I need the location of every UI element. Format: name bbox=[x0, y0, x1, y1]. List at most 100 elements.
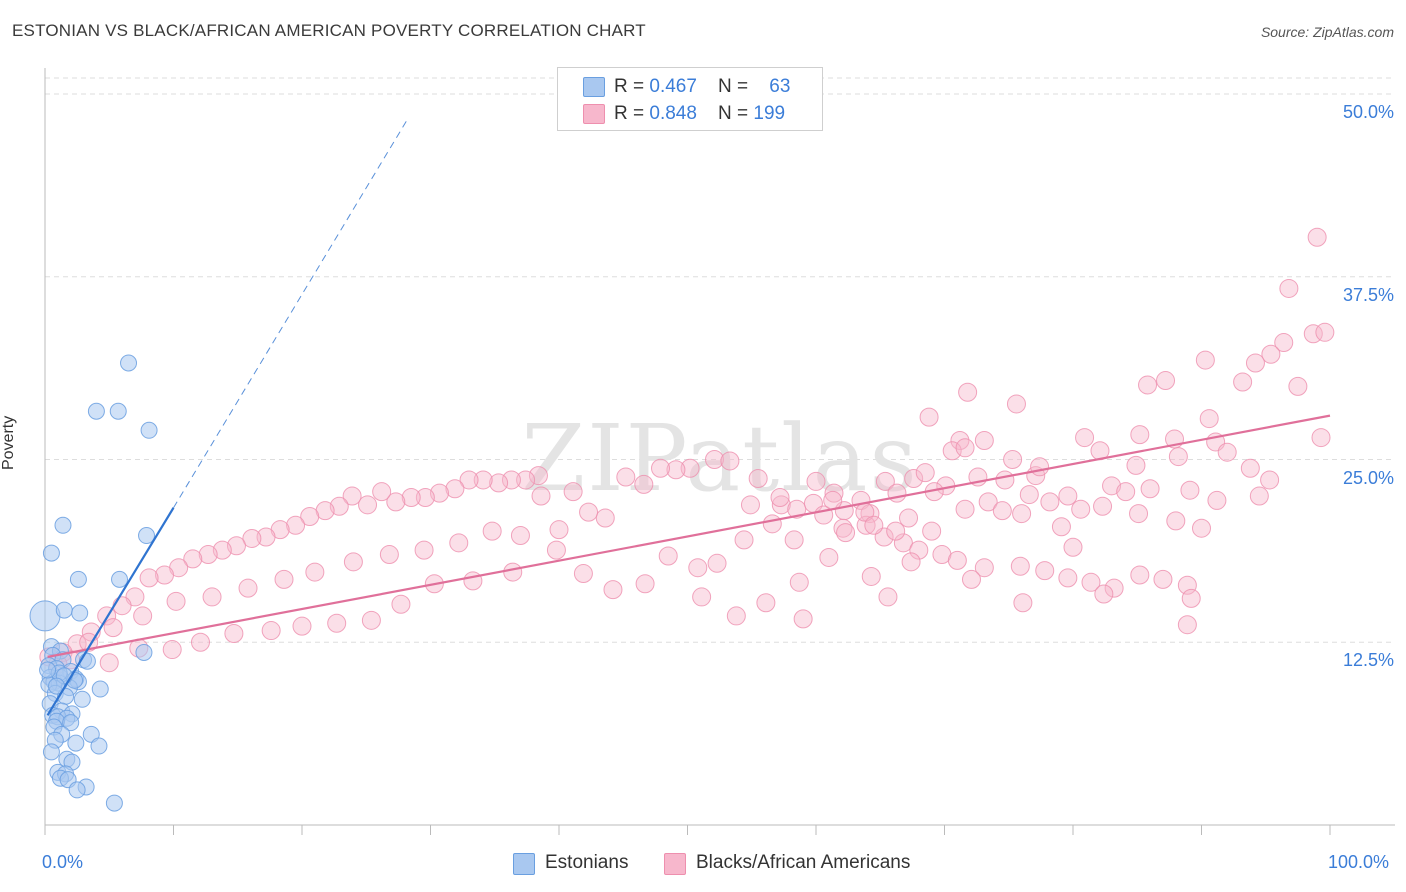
legend-r-label: R = bbox=[614, 103, 650, 124]
y-tick-label: 25.0% bbox=[1342, 467, 1394, 488]
data-point-black bbox=[651, 458, 671, 478]
data-point-black bbox=[666, 460, 686, 480]
series-estonians bbox=[29, 354, 158, 812]
data-point-black bbox=[386, 492, 406, 512]
data-point-black bbox=[919, 407, 939, 427]
legend-n-label: N = bbox=[718, 103, 754, 124]
blacks-swatch bbox=[583, 104, 605, 124]
data-point-black bbox=[473, 470, 493, 490]
data-point-black bbox=[1104, 578, 1124, 598]
data-point-black bbox=[327, 613, 347, 633]
data-point-estonian bbox=[67, 734, 85, 752]
data-point-estonian bbox=[42, 544, 60, 562]
data-point-black bbox=[680, 458, 700, 478]
data-point-black bbox=[947, 550, 967, 570]
data-point-black bbox=[415, 488, 435, 508]
data-point-black bbox=[531, 486, 551, 506]
data-point-black bbox=[300, 507, 320, 527]
data-point-black bbox=[603, 580, 623, 600]
data-point-black bbox=[1195, 350, 1215, 370]
data-point-black bbox=[887, 483, 907, 503]
trend-line-estonians bbox=[46, 507, 175, 716]
stats-legend: R = 0.467 N = 63 R = 0.848 N = 199 bbox=[557, 67, 823, 131]
data-point-black bbox=[238, 578, 258, 598]
data-point-black bbox=[875, 471, 895, 491]
data-point-black bbox=[503, 562, 523, 582]
data-point-black bbox=[748, 469, 768, 489]
data-point-black bbox=[978, 492, 998, 512]
data-point-black bbox=[1075, 428, 1095, 448]
data-point-black bbox=[183, 549, 203, 569]
data-point-black bbox=[635, 574, 655, 594]
data-point-black bbox=[836, 523, 856, 543]
data-point-black bbox=[226, 536, 246, 556]
source-credit: Source: ZipAtlas.com bbox=[1260, 24, 1394, 40]
data-point-black bbox=[573, 564, 593, 584]
data-point-black bbox=[823, 490, 843, 510]
data-point-black bbox=[740, 495, 760, 515]
data-point-black bbox=[549, 520, 569, 540]
data-point-black bbox=[861, 566, 881, 586]
data-point-black bbox=[1058, 568, 1078, 588]
data-point-black bbox=[1315, 322, 1335, 342]
data-point-estonian bbox=[109, 402, 127, 420]
data-point-black bbox=[1180, 480, 1200, 500]
y-tick-label: 37.5% bbox=[1342, 284, 1394, 305]
data-point-estonian bbox=[62, 714, 80, 732]
data-point-black bbox=[361, 610, 381, 630]
trend-extension-estonians bbox=[173, 117, 410, 509]
data-point-black bbox=[616, 467, 636, 487]
data-point-black bbox=[1240, 458, 1260, 478]
data-point-black bbox=[1140, 479, 1160, 499]
series-blacks-african-americans bbox=[39, 227, 1335, 674]
data-point-black bbox=[1126, 455, 1146, 475]
data-point-black bbox=[904, 469, 924, 489]
data-point-black bbox=[1207, 490, 1227, 510]
bottom-legend-label: Estonians bbox=[545, 852, 629, 873]
legend-n-label: N = bbox=[718, 76, 754, 97]
data-point-black bbox=[1166, 511, 1186, 531]
data-point-black bbox=[112, 596, 132, 616]
data-point-black bbox=[704, 450, 724, 469]
data-point-black bbox=[1071, 499, 1091, 519]
data-point-black bbox=[806, 471, 826, 491]
data-point-black bbox=[1019, 485, 1039, 505]
data-point-black bbox=[961, 569, 981, 589]
data-point-black bbox=[707, 553, 727, 573]
data-point-estonian bbox=[39, 661, 57, 679]
data-point-black bbox=[1094, 584, 1114, 604]
data-point-estonian bbox=[105, 794, 123, 812]
data-point-black bbox=[1274, 333, 1294, 353]
legend-r-value: 0.848 bbox=[649, 103, 697, 124]
data-point-black bbox=[546, 540, 566, 560]
data-point-black bbox=[1249, 486, 1269, 506]
data-point-black bbox=[958, 382, 978, 402]
data-point-black bbox=[734, 530, 754, 550]
data-point-black bbox=[516, 470, 536, 490]
estonians-swatch bbox=[583, 77, 605, 97]
data-point-black bbox=[329, 496, 349, 516]
data-point-black bbox=[1010, 556, 1030, 576]
data-point-black bbox=[292, 616, 312, 636]
data-point-black bbox=[445, 479, 465, 499]
data-point-black bbox=[886, 521, 906, 541]
y-axis-label: Poverty bbox=[0, 415, 17, 470]
data-point-black bbox=[563, 482, 583, 502]
data-point-black bbox=[793, 609, 813, 629]
data-point-black bbox=[1058, 486, 1078, 506]
data-point-black bbox=[658, 546, 678, 566]
data-point-black bbox=[692, 587, 712, 607]
data-point-black bbox=[955, 499, 975, 519]
data-point-black bbox=[501, 470, 521, 490]
data-point-black bbox=[762, 514, 782, 534]
data-point-black bbox=[1138, 375, 1158, 395]
data-point-black bbox=[449, 533, 469, 553]
data-point-black bbox=[1181, 588, 1201, 608]
data-point-black bbox=[922, 521, 942, 541]
data-point-black bbox=[133, 606, 153, 626]
data-point-black bbox=[787, 499, 807, 519]
data-point-black bbox=[162, 640, 182, 660]
data-point-black bbox=[1261, 344, 1281, 364]
data-point-estonian bbox=[68, 781, 86, 799]
data-point-black bbox=[1040, 492, 1060, 512]
